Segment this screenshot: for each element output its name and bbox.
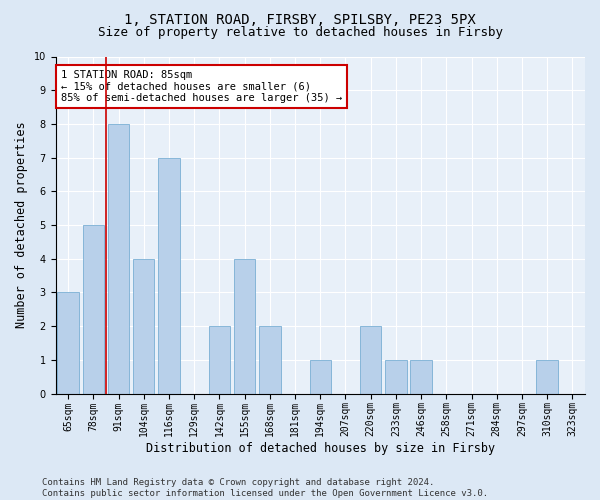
Bar xyxy=(158,158,180,394)
Bar xyxy=(133,258,154,394)
Bar xyxy=(259,326,281,394)
Y-axis label: Number of detached properties: Number of detached properties xyxy=(15,122,28,328)
Bar xyxy=(209,326,230,394)
Text: Size of property relative to detached houses in Firsby: Size of property relative to detached ho… xyxy=(97,26,503,39)
Bar xyxy=(234,258,256,394)
Bar xyxy=(310,360,331,394)
Bar xyxy=(536,360,558,394)
Bar xyxy=(385,360,407,394)
X-axis label: Distribution of detached houses by size in Firsby: Distribution of detached houses by size … xyxy=(146,442,495,455)
Bar xyxy=(58,292,79,394)
Text: 1 STATION ROAD: 85sqm
← 15% of detached houses are smaller (6)
85% of semi-detac: 1 STATION ROAD: 85sqm ← 15% of detached … xyxy=(61,70,342,103)
Bar xyxy=(360,326,382,394)
Bar xyxy=(83,225,104,394)
Bar xyxy=(410,360,432,394)
Text: Contains HM Land Registry data © Crown copyright and database right 2024.
Contai: Contains HM Land Registry data © Crown c… xyxy=(42,478,488,498)
Bar xyxy=(108,124,129,394)
Text: 1, STATION ROAD, FIRSBY, SPILSBY, PE23 5PX: 1, STATION ROAD, FIRSBY, SPILSBY, PE23 5… xyxy=(124,12,476,26)
